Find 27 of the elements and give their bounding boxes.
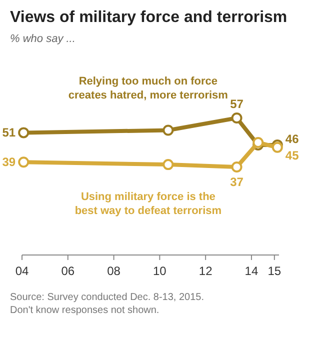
data-label: 57 xyxy=(230,97,244,111)
point xyxy=(272,142,283,153)
data-label: 45 xyxy=(285,148,300,162)
point xyxy=(231,162,242,172)
x-tick-label: 06 xyxy=(61,264,75,278)
x-tick-label: 08 xyxy=(107,264,121,278)
chart-title: Views of military force and terrorism xyxy=(10,9,288,26)
text: Don't know responses not shown. xyxy=(10,305,160,316)
point xyxy=(231,112,242,124)
point xyxy=(162,124,174,136)
chart-subtitle: % who say ... xyxy=(10,33,76,45)
point xyxy=(18,156,30,168)
x-tick-label: 14 xyxy=(244,264,258,278)
point xyxy=(252,137,264,148)
data-label: 46 xyxy=(285,132,300,146)
x-tick-label: 12 xyxy=(198,264,213,278)
point xyxy=(18,127,30,138)
x-tick-label: 10 xyxy=(153,264,167,278)
source-note: Source: Survey conducted Dec. 8-13, 2015. xyxy=(10,292,204,303)
data-label: 39 xyxy=(2,155,16,170)
text: Using military force is the best way to defeat terrorism xyxy=(74,191,222,218)
point xyxy=(162,159,174,170)
series-label: Relying too much on force creates hatred, more terrorism xyxy=(68,76,228,102)
x-tick-label: 04 xyxy=(15,264,29,278)
data-label: 37 xyxy=(230,175,244,189)
x-tick-label: 15 xyxy=(268,264,282,278)
data-label: 51 xyxy=(2,126,16,140)
